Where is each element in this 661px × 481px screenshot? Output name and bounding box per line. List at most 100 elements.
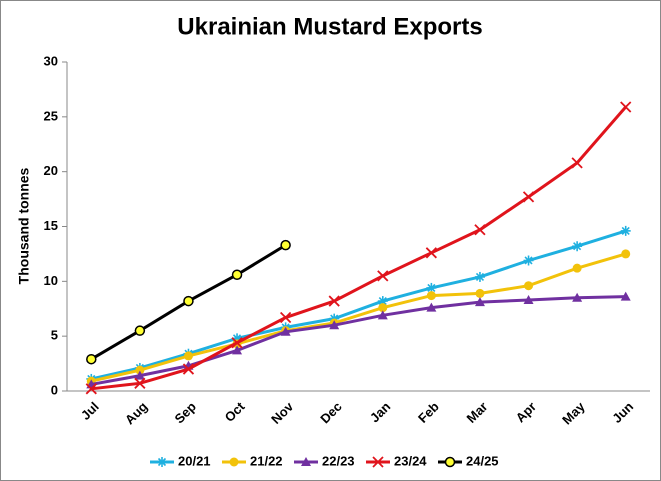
marker-shape <box>134 325 146 336</box>
marker <box>524 281 534 291</box>
marker-stroke <box>522 191 535 203</box>
marker-stroke <box>134 377 146 389</box>
marker-shape <box>572 263 582 273</box>
marker-stroke <box>279 311 292 324</box>
y-tick-label: 20 <box>44 163 58 178</box>
series-line <box>91 105 627 391</box>
marker <box>86 353 97 365</box>
marker <box>572 263 582 273</box>
y-tick-label: 0 <box>51 382 58 397</box>
series-line <box>91 295 626 386</box>
marker <box>620 101 632 113</box>
marker <box>426 302 437 312</box>
marker <box>377 310 388 320</box>
marker <box>134 325 146 336</box>
marker-stroke <box>571 157 583 169</box>
marker-shape <box>301 457 311 466</box>
marker <box>134 370 145 380</box>
marker-shape <box>280 326 291 336</box>
marker <box>571 157 583 169</box>
marker <box>620 291 631 301</box>
marker <box>157 457 167 467</box>
marker <box>572 292 583 302</box>
marker <box>522 191 535 203</box>
marker <box>426 291 436 301</box>
marker <box>134 377 146 389</box>
y-tick-label: 15 <box>44 218 58 233</box>
marker-shape <box>329 320 340 330</box>
marker-shape <box>183 351 193 361</box>
marker <box>183 295 194 307</box>
marker <box>572 241 583 252</box>
marker-shape <box>475 288 485 298</box>
marker <box>329 320 340 330</box>
legend-label: 24/25 <box>466 453 499 468</box>
marker <box>231 337 243 349</box>
y-axis-label: Thousand tonnes <box>16 167 32 284</box>
series-line <box>90 229 627 381</box>
y-tick-label: 10 <box>44 273 58 288</box>
marker <box>182 363 195 375</box>
marker-stroke <box>182 363 195 375</box>
marker <box>183 351 193 361</box>
marker-stroke <box>231 337 243 349</box>
marker <box>620 225 631 236</box>
marker-stroke <box>328 295 340 307</box>
marker-shape <box>621 249 631 259</box>
y-tick-label: 5 <box>51 328 58 343</box>
marker <box>444 456 456 468</box>
marker-stroke <box>377 270 389 282</box>
marker-shape <box>524 281 534 291</box>
marker <box>232 345 243 355</box>
marker-shape <box>426 302 437 312</box>
marker-shape <box>229 457 239 467</box>
marker-stroke <box>474 224 486 236</box>
marker <box>474 224 486 236</box>
marker-shape <box>378 303 388 313</box>
legend-label: 23/24 <box>394 453 427 468</box>
marker-shape <box>232 345 243 355</box>
marker-shape <box>444 456 456 468</box>
marker <box>378 303 388 313</box>
marker <box>474 297 485 307</box>
marker-shape <box>523 294 534 304</box>
marker-shape <box>231 269 243 281</box>
marker <box>523 294 534 304</box>
marker-shape <box>426 291 436 301</box>
marker <box>372 456 384 468</box>
legend-label: 21/22 <box>250 453 283 468</box>
marker-shape <box>135 365 145 375</box>
marker-stroke <box>425 247 438 259</box>
marker <box>475 288 485 298</box>
marker-shape <box>620 291 631 301</box>
legend-label: 22/23 <box>322 453 355 468</box>
marker-stroke <box>85 383 97 395</box>
marker <box>377 270 389 282</box>
marker <box>328 295 340 307</box>
marker-shape <box>474 297 485 307</box>
marker-shape <box>134 370 145 380</box>
marker <box>474 271 485 282</box>
marker <box>301 457 311 466</box>
marker-stroke <box>620 101 632 113</box>
marker-shape <box>86 353 97 365</box>
chart-title: Ukrainian Mustard Exports <box>177 13 482 40</box>
marker <box>85 383 97 395</box>
y-tick-label: 25 <box>44 108 58 123</box>
marker <box>280 239 291 251</box>
y-tick-label: 30 <box>44 53 58 68</box>
marker <box>621 249 631 259</box>
marker-shape <box>572 292 583 302</box>
marker <box>279 311 292 324</box>
marker <box>280 326 291 336</box>
marker <box>425 247 438 259</box>
marker <box>135 365 145 375</box>
marker <box>523 255 534 266</box>
marker-stroke <box>372 456 384 468</box>
marker-shape <box>183 295 194 307</box>
marker <box>231 269 243 281</box>
series-line <box>90 252 627 383</box>
legend-label: 20/21 <box>178 453 211 468</box>
